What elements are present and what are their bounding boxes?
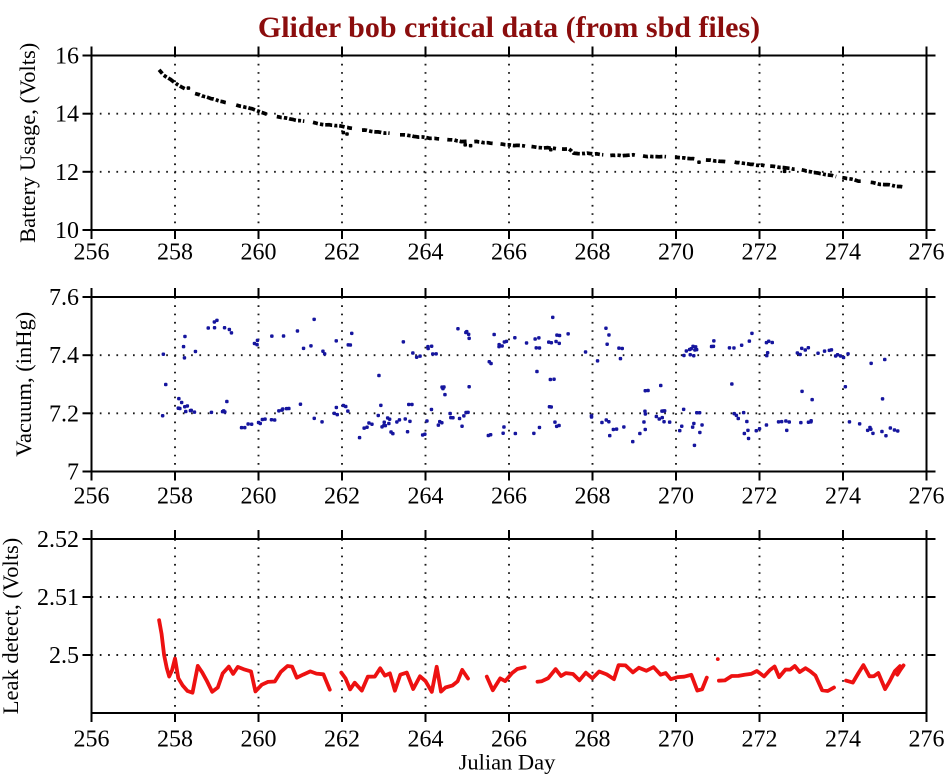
svg-text:Leak detect, (Volts): Leak detect, (Volts) [0,538,23,714]
svg-text:2.52: 2.52 [37,527,79,553]
svg-text:272: 272 [742,727,778,753]
svg-text:Julian Day: Julian Day [459,750,557,775]
svg-text:256: 256 [74,727,110,753]
svg-text:7.2: 7.2 [49,401,79,427]
svg-text:258: 258 [157,484,193,510]
svg-text:274: 274 [825,727,861,753]
svg-text:264: 264 [408,240,444,266]
svg-text:262: 262 [324,727,360,753]
svg-text:12: 12 [55,160,79,186]
svg-text:268: 268 [575,484,611,510]
svg-text:Vacuum, (inHg): Vacuum, (inHg) [11,312,36,457]
svg-text:272: 272 [742,240,778,266]
svg-text:266: 266 [491,484,527,510]
svg-text:16: 16 [55,44,79,70]
svg-text:262: 262 [324,240,360,266]
svg-text:7.6: 7.6 [49,285,79,311]
svg-text:7.4: 7.4 [49,343,79,369]
svg-text:Battery Usage, (Volts): Battery Usage, (Volts) [15,43,40,243]
svg-text:272: 272 [742,484,778,510]
svg-text:268: 268 [575,727,611,753]
svg-text:274: 274 [825,240,861,266]
svg-text:270: 270 [658,240,694,266]
svg-text:258: 258 [157,240,193,266]
svg-text:276: 276 [909,727,945,753]
svg-text:14: 14 [55,102,79,128]
svg-text:260: 260 [241,484,277,510]
svg-text:276: 276 [909,484,945,510]
svg-text:Glider bob critical data (from: Glider bob critical data (from sbd files… [258,11,760,44]
svg-text:260: 260 [241,727,277,753]
svg-text:256: 256 [74,484,110,510]
svg-text:270: 270 [658,484,694,510]
svg-text:260: 260 [241,240,277,266]
svg-text:256: 256 [74,240,110,266]
svg-text:276: 276 [909,240,945,266]
svg-text:266: 266 [491,240,527,266]
svg-text:2.51: 2.51 [37,585,79,611]
svg-text:274: 274 [825,484,861,510]
svg-text:268: 268 [575,240,611,266]
svg-text:264: 264 [408,484,444,510]
svg-text:10: 10 [55,218,79,244]
svg-text:264: 264 [408,727,444,753]
svg-text:266: 266 [491,727,527,753]
svg-text:270: 270 [658,727,694,753]
svg-text:2.5: 2.5 [49,643,79,669]
svg-text:7: 7 [67,460,79,486]
svg-text:262: 262 [324,484,360,510]
svg-text:258: 258 [157,727,193,753]
